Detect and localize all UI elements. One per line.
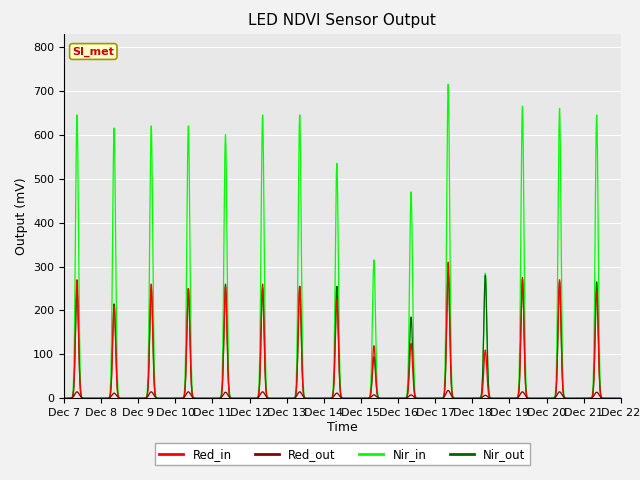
Red_out [617,396,625,401]
Red_in [269,396,276,401]
Nir_out [617,396,625,401]
Red_out [419,396,427,401]
Legend: Red_in, Red_out, Nir_in, Nir_out: Red_in, Red_out, Nir_in, Nir_out [155,443,530,466]
Nir_in [173,396,181,401]
Red_in [444,259,452,265]
Nir_out [179,396,187,401]
Line: Nir_in: Nir_in [64,84,621,398]
Nir_in [179,395,187,401]
Nir_in [615,396,623,401]
Red_out [179,395,187,401]
Red_in [615,396,623,401]
Y-axis label: Output (mV): Output (mV) [15,177,28,255]
Line: Red_in: Red_in [64,262,621,398]
Nir_in [444,81,452,87]
Red_in [499,396,506,401]
Red_in [617,396,625,401]
Line: Nir_out: Nir_out [64,273,621,398]
Red_out [444,388,452,394]
Nir_out [444,270,452,276]
X-axis label: Time: Time [327,421,358,434]
Nir_out [60,396,68,401]
Text: SI_met: SI_met [72,47,114,57]
Nir_out [615,396,623,401]
Nir_in [269,396,276,401]
Red_out [615,396,623,401]
Nir_out [173,396,181,401]
Nir_in [60,396,68,401]
Red_out [269,396,276,401]
Line: Red_out: Red_out [64,391,621,398]
Nir_out [269,396,276,401]
Red_in [179,396,187,401]
Red_out [60,396,68,401]
Red_in [60,396,68,401]
Nir_in [419,396,427,401]
Red_in [419,396,427,401]
Title: LED NDVI Sensor Output: LED NDVI Sensor Output [248,13,436,28]
Nir_out [499,396,506,401]
Nir_in [617,396,625,401]
Nir_out [419,396,427,401]
Red_out [173,396,181,401]
Red_out [499,396,506,401]
Red_in [173,396,181,401]
Nir_in [499,396,506,401]
